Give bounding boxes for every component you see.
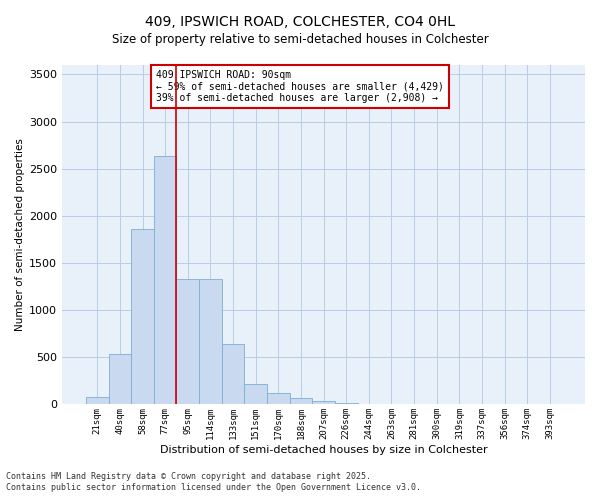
Bar [176,279,199,404]
Bar [131,229,154,404]
Bar [154,156,176,404]
Text: Contains HM Land Registry data © Crown copyright and database right 2025.: Contains HM Land Registry data © Crown c… [6,472,371,481]
Bar [222,344,244,405]
Text: 409 IPSWICH ROAD: 90sqm
← 59% of semi-detached houses are smaller (4,429)
39% of: 409 IPSWICH ROAD: 90sqm ← 59% of semi-de… [156,70,444,103]
Y-axis label: Number of semi-detached properties: Number of semi-detached properties [15,138,25,331]
Bar [199,279,222,404]
Text: Size of property relative to semi-detached houses in Colchester: Size of property relative to semi-detach… [112,32,488,46]
Text: Contains public sector information licensed under the Open Government Licence v3: Contains public sector information licen… [6,484,421,492]
Bar [86,397,109,404]
X-axis label: Distribution of semi-detached houses by size in Colchester: Distribution of semi-detached houses by … [160,445,487,455]
Bar [290,398,312,404]
Bar [109,354,131,405]
Bar [244,384,267,404]
Bar [312,400,335,404]
Bar [267,393,290,404]
Text: 409, IPSWICH ROAD, COLCHESTER, CO4 0HL: 409, IPSWICH ROAD, COLCHESTER, CO4 0HL [145,15,455,29]
